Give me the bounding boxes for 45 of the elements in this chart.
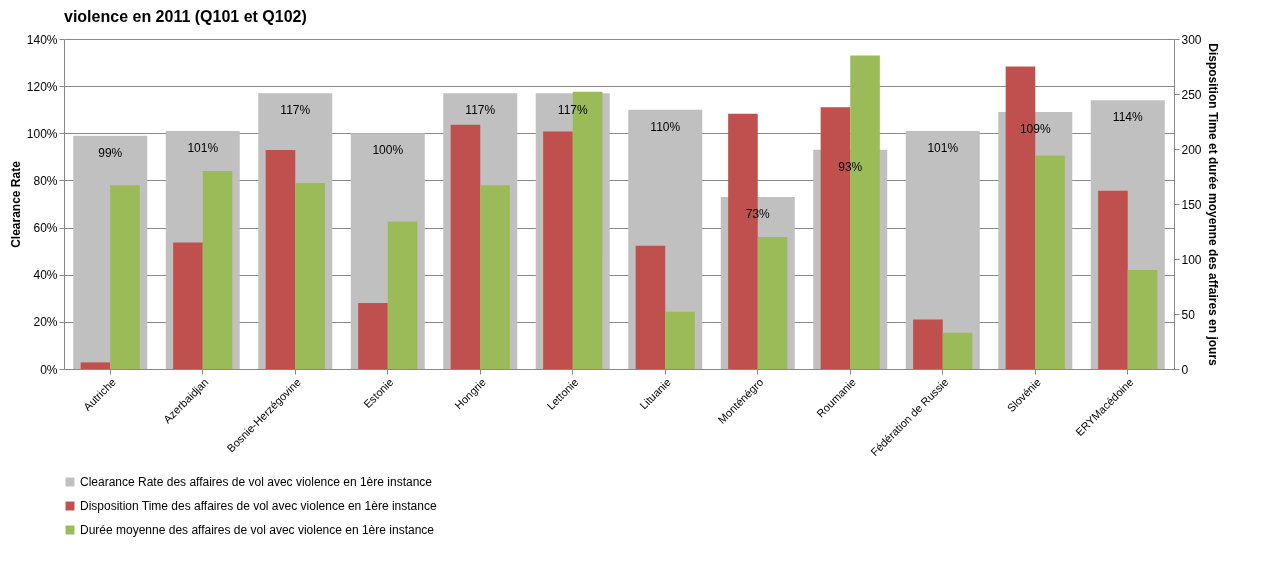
legend-label: Disposition Time des affaires de vol avec violence en 1ère instance (80, 499, 437, 513)
bar (1098, 190, 1128, 369)
y-tick-label: 140% (26, 32, 58, 47)
legend-label: Clearance Rate des affaires de vol avec violence en 1ère instance (80, 475, 433, 489)
data-label: 117% (465, 103, 496, 118)
bar (635, 245, 666, 369)
data-label: 101% (187, 140, 219, 155)
bar (295, 183, 325, 369)
data-label: 114% (1112, 110, 1143, 125)
data-label: 110% (650, 119, 681, 134)
y-tick-label: 60% (33, 221, 58, 236)
y2-tick-label: 0 (1181, 362, 1189, 377)
bar (358, 303, 388, 369)
data-label: 101% (927, 140, 959, 155)
chart-title: violence en 2011 (Q101 et Q102) (64, 8, 307, 25)
y-tick-label: 120% (26, 79, 58, 94)
data-label: 100% (372, 143, 404, 158)
y2-tick-label: 250 (1181, 87, 1202, 102)
bar (80, 362, 111, 369)
data-label: 117% (557, 103, 588, 118)
bar (387, 221, 418, 369)
bar (913, 319, 943, 369)
y-tick-label: 40% (33, 268, 58, 283)
y-tick-label: 100% (26, 126, 58, 141)
data-label: 73% (745, 206, 771, 221)
bar (665, 311, 695, 369)
bar (1127, 270, 1158, 369)
y2-tick-label: 100 (1181, 252, 1202, 267)
y2-tick-label: 200 (1181, 142, 1202, 157)
bar (757, 237, 788, 369)
y-axis-title: Clearance Rate (8, 160, 23, 248)
bar (173, 242, 203, 369)
y-tick-label: 80% (33, 173, 58, 188)
y-tick-label: 20% (33, 315, 58, 330)
y2-tick-label: 50 (1181, 307, 1196, 322)
bar (942, 332, 973, 369)
data-label: 117% (280, 103, 311, 118)
y2-axis-title: Disposition Time et durée moyenne des affaires en jours (1205, 43, 1220, 367)
y2-tick-label: 300 (1181, 32, 1202, 47)
bar (480, 185, 510, 369)
data-label: 99% (98, 145, 123, 160)
y-tick-label: 0% (40, 362, 58, 377)
y2-tick-label: 150 (1181, 197, 1202, 212)
data-label: 109% (1019, 122, 1051, 137)
legend-label: Durée moyenne des affaires de vol avec violence en 1ère instance (80, 523, 435, 537)
